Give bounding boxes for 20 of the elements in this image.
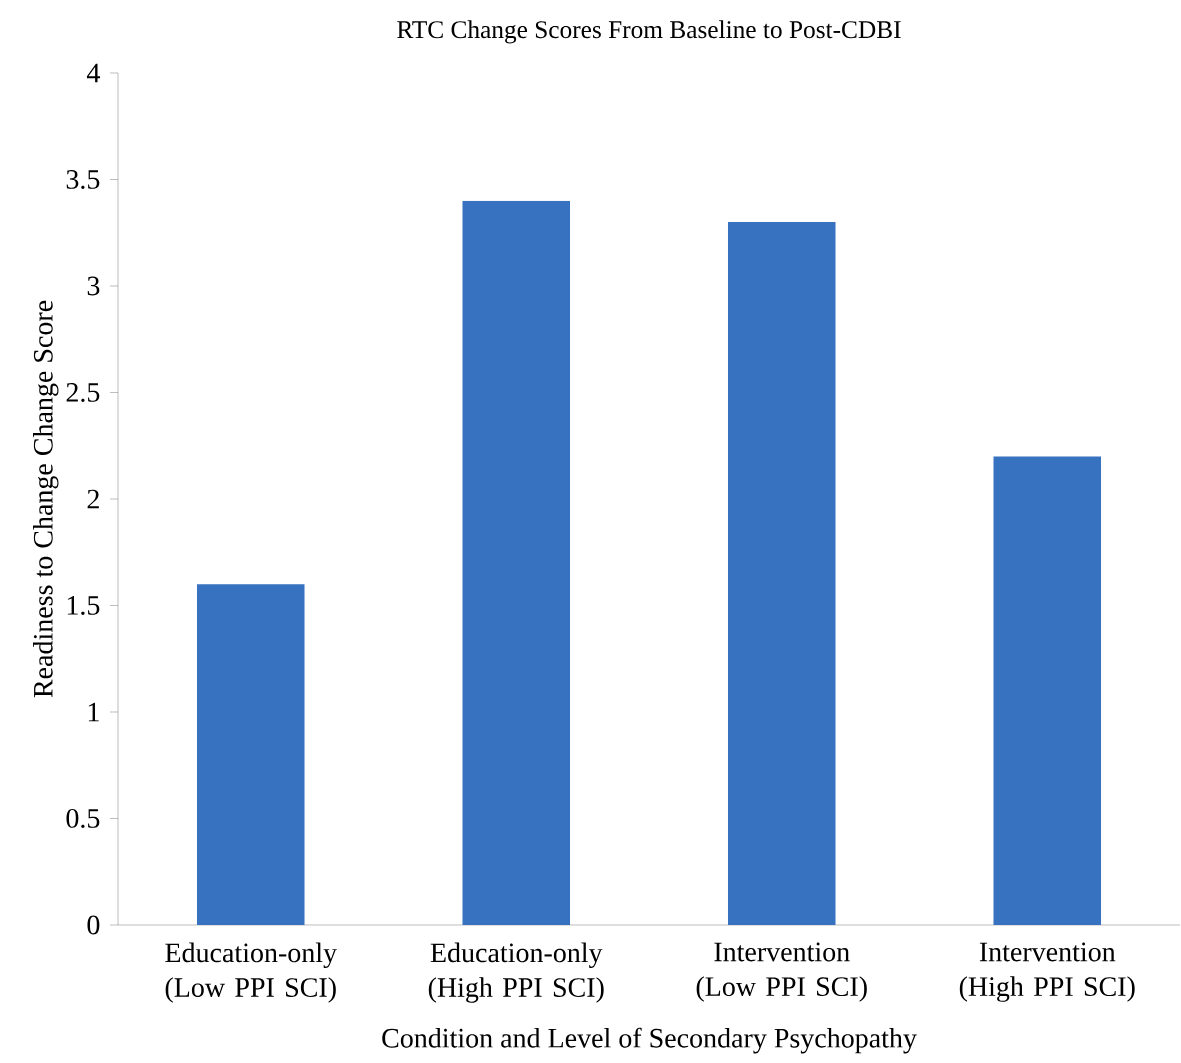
bar: [727, 222, 836, 925]
y-tick-label: 0.5: [66, 808, 100, 828]
x-tick-label: Education-only (High PPI SCI): [428, 942, 604, 1003]
bar: [196, 584, 305, 925]
x-axis-title: Condition and Level of Secondary Psychopathy: [382, 1027, 917, 1054]
y-tick-label: 1.5: [67, 596, 100, 615]
y-tick-label: 2.5: [66, 383, 100, 402]
y-tick-label: 0: [87, 915, 100, 935]
y-tick-label: 2: [87, 489, 99, 509]
x-tick-label: Intervention (High PPI SCI): [959, 942, 1135, 1002]
bar: [993, 456, 1102, 925]
y-tick-label: 1: [88, 702, 99, 722]
y-tick-label: 4: [86, 63, 100, 83]
y-tick-label: 3: [87, 276, 100, 296]
y-tick-label: 3.5: [66, 170, 100, 189]
chart-title: RTC Change Scores From Baseline to Post-CDBI: [397, 20, 901, 44]
bar: [462, 200, 571, 925]
x-tick-label: Education-only (Low PPI SCI): [165, 942, 337, 1003]
x-tick-label: Intervention (Low PPI SCI): [696, 942, 867, 1002]
y-axis-title: Readiness to Change Change Score: [33, 300, 59, 698]
